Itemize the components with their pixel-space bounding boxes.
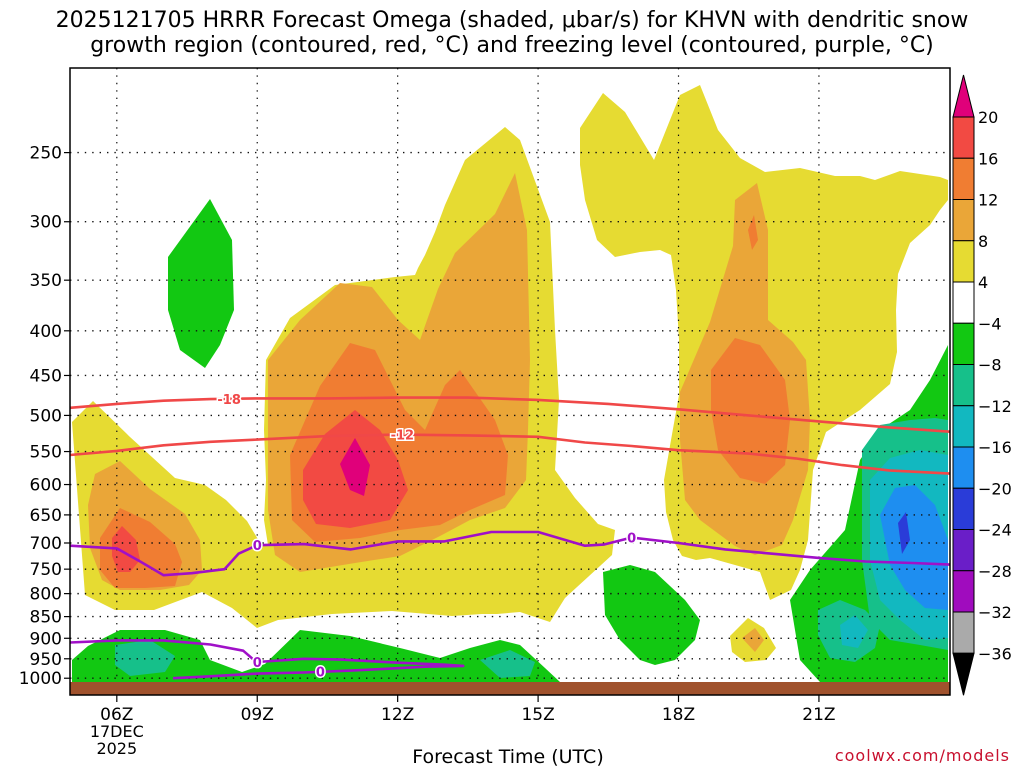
colorbar-label: 16	[978, 149, 998, 168]
contour-line-2	[69, 530, 951, 577]
y-tick-label: 250	[30, 144, 62, 164]
y-tick-label: 500	[30, 406, 62, 426]
y-axis-pressure: 2503003504004505005506006507007508008509…	[19, 144, 70, 689]
y-tick-label: 700	[30, 534, 62, 554]
chart-title-line1: 2025121705 HRRR Forecast Omega (shaded, …	[55, 8, 969, 33]
colorbar-label: −32	[978, 603, 1012, 622]
omega-rise-16-region-a	[112, 526, 140, 572]
x-axis-title: Forecast Time (UTC)	[412, 746, 604, 768]
y-tick-label: 650	[30, 506, 62, 526]
x-tick-label: 12Z	[381, 705, 414, 725]
x-tick-label: 18Z	[662, 705, 695, 725]
colorbar-label: 4	[978, 273, 988, 292]
colorbar-band	[952, 611, 975, 654]
contour-line-1	[69, 433, 951, 475]
y-tick-label: 950	[30, 650, 62, 670]
plot-frame	[69, 67, 951, 696]
colorbar-label: 8	[978, 232, 988, 251]
colorbar-label: −20	[978, 479, 1012, 498]
omega-rise-8-region-d	[742, 628, 764, 652]
colorbar-band	[952, 487, 975, 530]
y-tick-label: 450	[30, 366, 62, 386]
y-tick-label: 600	[30, 476, 62, 496]
omega-sink-4-region-a	[168, 199, 234, 368]
y-tick-label: 900	[30, 629, 62, 649]
contour-label: 0	[253, 656, 262, 671]
omega-sink-12-region-b	[840, 615, 868, 648]
x-tick-label: 09Z	[241, 705, 274, 725]
colorbar-min-arrow	[952, 652, 975, 696]
chart-title: 2025121705 HRRR Forecast Omega (shaded, …	[0, 8, 1024, 58]
y-tick-label: 350	[30, 271, 62, 291]
y-tick-label: 800	[30, 585, 62, 605]
omega-sink-8-region-b	[480, 650, 535, 678]
y-tick-label: 550	[30, 443, 62, 463]
colorbar-label: −16	[978, 438, 1012, 457]
colorbar-band	[952, 570, 975, 613]
colorbar-band	[952, 446, 975, 489]
x-tick-date-label: 2025	[96, 739, 137, 758]
colorbar-label: −12	[978, 397, 1012, 416]
chart-title-line2: growth region (contoured, red, °C) and f…	[90, 33, 934, 58]
y-tick-label: 1000	[19, 669, 62, 689]
contour-label: 0	[627, 532, 636, 547]
colorbar-band	[952, 529, 975, 572]
y-tick-label: 850	[30, 608, 62, 628]
omega-rise-12-region-d	[748, 215, 758, 250]
omega-sink-16-region	[880, 485, 948, 610]
colorbar-label: 12	[978, 191, 998, 210]
contour-line-3	[69, 639, 465, 680]
omega-rise-20-region	[340, 438, 370, 496]
colorbar-label: −28	[978, 562, 1012, 581]
y-tick-label: 750	[30, 560, 62, 580]
omega-sink-8-region-a	[115, 640, 175, 676]
y-tick-label: 400	[30, 322, 62, 342]
y-tick-label: 300	[30, 213, 62, 233]
contour-label: -12	[391, 429, 415, 444]
x-tick-label: 15Z	[521, 705, 554, 725]
colorbar-band	[952, 322, 975, 365]
colorbar-band	[952, 157, 975, 200]
colorbar-max-arrow	[952, 74, 975, 118]
grid-lines	[70, 68, 950, 682]
colorbar-band	[952, 364, 975, 407]
colorbar-label: −24	[978, 521, 1012, 540]
omega-sink-4-region-c	[603, 565, 700, 665]
contour-label: -18	[217, 393, 241, 408]
contour-label: 0	[316, 665, 325, 680]
contour-line-0	[69, 396, 951, 433]
colorbar-label: 20	[978, 108, 998, 127]
credit-text: coolwx.com/models	[834, 746, 1010, 765]
colorbar-legend: 20 16 12 8 4 −4 −8 −12 −16 −20 −24 −28 −32 −36	[952, 74, 1012, 696]
colorbar-band	[952, 199, 975, 242]
colorbar-label: −8	[978, 356, 1002, 375]
x-tick-label: 06Z	[100, 705, 133, 725]
omega-rise-12-region-c	[711, 338, 790, 484]
omega-shaded-fields	[72, 85, 948, 682]
colorbar-band	[952, 240, 975, 283]
colorbar-label: −4	[978, 314, 1002, 333]
colorbar-band	[952, 281, 975, 324]
temperature-contours: -18 -12 0 0 0 0	[69, 392, 951, 682]
contour-label: 0	[253, 539, 262, 554]
colorbar-band	[952, 116, 975, 159]
ground-surface	[70, 682, 950, 695]
x-tick-label: 21Z	[802, 705, 835, 725]
colorbar-band	[952, 405, 975, 448]
x-tick-date-label: 17DEC	[90, 722, 144, 741]
colorbar-label: −36	[978, 644, 1012, 663]
